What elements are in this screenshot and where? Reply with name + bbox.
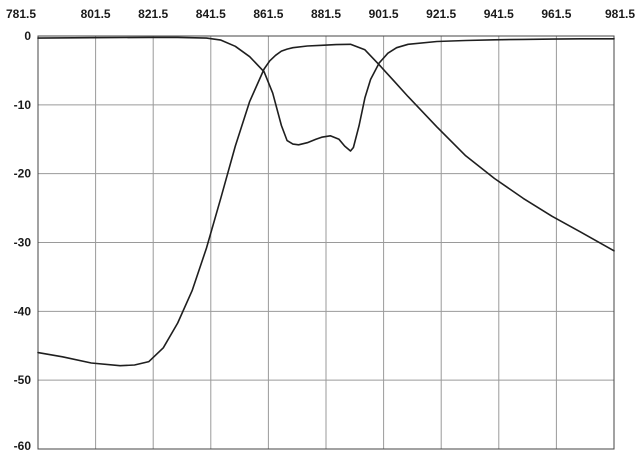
x-tick-label: 781.5	[6, 7, 36, 21]
x-tick-label: 841.5	[196, 7, 226, 21]
y-tick-label: -20	[14, 167, 32, 181]
y-tick-label: -60	[14, 439, 32, 453]
y-tick-label: -40	[14, 304, 32, 318]
x-tick-label: 981.5	[605, 7, 635, 21]
x-tick-label: 901.5	[369, 7, 399, 21]
x-tick-label: 801.5	[81, 7, 111, 21]
series-lines	[37, 36, 615, 367]
x-tick-label: 881.5	[311, 7, 341, 21]
x-axis-tick-labels: 781.5 801.5 821.5 841.5 861.5 881.5 901.5 921.5…	[6, 7, 635, 21]
x-tick-label: 961.5	[541, 7, 571, 21]
y-tick-label: 0	[24, 29, 31, 43]
grid	[38, 36, 614, 449]
x-tick-label: 921.5	[426, 7, 456, 21]
y-axis-tick-labels: 0 -10 -20 -30 -40 -50 -60	[14, 29, 32, 453]
plot-frame	[37, 35, 615, 450]
x-tick-label: 861.5	[253, 7, 283, 21]
y-tick-label: -30	[14, 236, 32, 250]
series-line-1	[37, 43, 615, 367]
x-tick-label: 941.5	[484, 7, 514, 21]
y-tick-label: -10	[14, 98, 32, 112]
series-line-2	[37, 36, 615, 152]
x-tick-label: 821.5	[138, 7, 168, 21]
y-tick-label: -50	[14, 373, 32, 387]
